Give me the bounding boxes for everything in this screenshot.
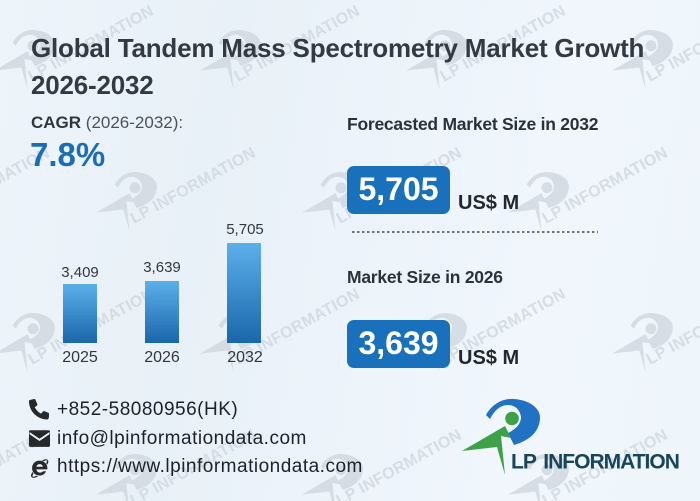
svg-text:LP INFORMATION: LP INFORMATION [511, 451, 679, 474]
